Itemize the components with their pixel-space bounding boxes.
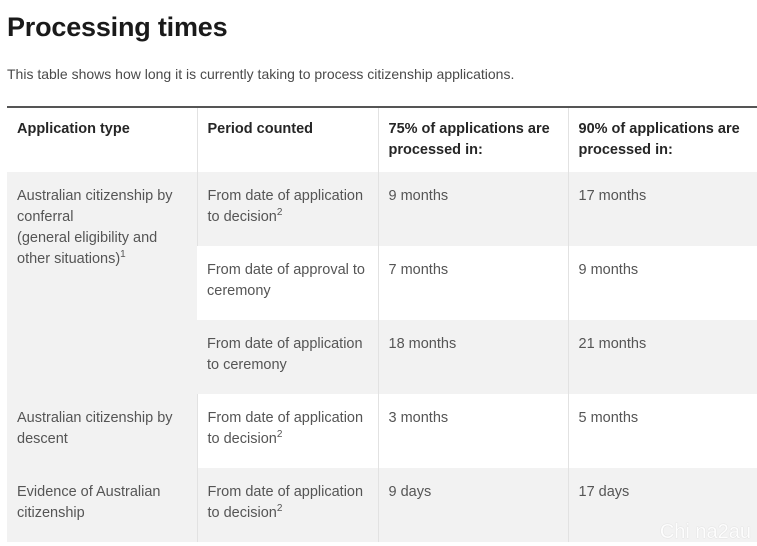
period-text: From date of approval to ceremony bbox=[207, 262, 365, 299]
p90-cell: 5 months bbox=[567, 394, 757, 468]
footnote-ref: 1 bbox=[120, 249, 126, 260]
p75-cell: 3 months bbox=[377, 394, 568, 468]
header-90-percent: 90% of applications are processed in: bbox=[567, 106, 757, 172]
p75-cell: 18 months bbox=[377, 320, 568, 394]
period-counted-cell: From date of application to decision2 bbox=[196, 394, 378, 468]
header-application-type: Application type bbox=[7, 106, 197, 172]
processing-times-table: Application type Period counted 75% of a… bbox=[7, 106, 757, 542]
application-type-line: descent bbox=[17, 431, 68, 447]
application-type-line: (general eligibility and bbox=[17, 230, 158, 246]
p90-cell: 9 months bbox=[567, 246, 757, 320]
table-body: Australian citizenship by conferral (gener… bbox=[7, 172, 757, 542]
application-type-line: citizenship bbox=[17, 505, 85, 521]
header-period-counted: Period counted bbox=[196, 106, 378, 172]
period-text: From date of application to decision bbox=[207, 188, 364, 225]
table-row: From date of application to ceremony 18 m… bbox=[7, 320, 757, 394]
application-type-line: Australian citizenship by bbox=[17, 410, 173, 426]
table-row: Evidence of Australian citizenship From da… bbox=[7, 468, 757, 542]
p90-cell: 17 months bbox=[567, 172, 757, 246]
application-type-line: conferral bbox=[17, 209, 74, 225]
application-type-cell: Australian citizenship by conferral (gener… bbox=[7, 172, 197, 394]
p75-cell: 7 months bbox=[377, 246, 568, 320]
watermark: Chi na2au bbox=[659, 521, 751, 543]
footnote-ref: 2 bbox=[276, 429, 283, 440]
footnote-ref: 2 bbox=[276, 207, 283, 218]
table-row: Australian citizenship by conferral (gener… bbox=[7, 172, 757, 394]
table-row: Australian citizenship by descent From dat… bbox=[7, 394, 757, 468]
p90-cell: 21 months bbox=[567, 320, 757, 394]
application-type-cell: Evidence of Australian citizenship bbox=[7, 468, 197, 542]
intro-text: This table shows how long it is currentl… bbox=[7, 66, 515, 82]
application-type-cell: Australian citizenship by descent bbox=[7, 394, 197, 468]
p75-cell: 9 days bbox=[377, 468, 568, 542]
footnote-ref: 2 bbox=[276, 503, 283, 514]
application-type-line: other situations) bbox=[17, 251, 121, 267]
application-type-line: Australian citizenship by bbox=[17, 188, 173, 204]
page-title: Processing times bbox=[7, 12, 228, 42]
period-counted-cell: From date of application to decision2 bbox=[196, 172, 378, 246]
application-type-line: Evidence of Australian bbox=[17, 484, 161, 500]
header-75-percent: 75% of applications are processed in: bbox=[377, 106, 568, 172]
table-row: From date of approval to ceremony 7 month… bbox=[7, 246, 757, 320]
period-counted-cell: From date of application to ceremony bbox=[197, 320, 378, 394]
period-text: From date of application to decision bbox=[207, 410, 364, 447]
period-text: From date of application to decision bbox=[207, 484, 364, 521]
p75-cell: 9 months bbox=[377, 172, 568, 246]
period-text: From date of application to ceremony bbox=[207, 336, 363, 373]
p90-cell: 17 days bbox=[567, 468, 757, 542]
table-header-row: Application type Period counted 75% of a… bbox=[7, 106, 757, 172]
period-counted-cell: From date of approval to ceremony bbox=[197, 246, 378, 320]
period-counted-cell: From date of application to decision2 bbox=[196, 468, 378, 542]
